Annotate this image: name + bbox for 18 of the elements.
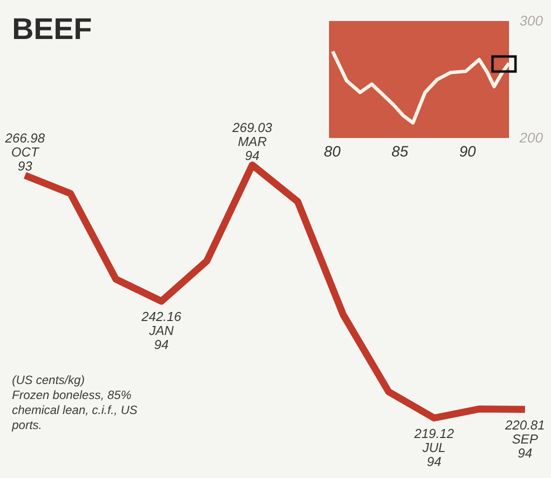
data-label: 219.12 xyxy=(413,426,455,441)
x-tick-label: JAN 94 xyxy=(148,323,174,352)
chart-title: BEEF xyxy=(12,13,92,46)
data-label: 269.03 xyxy=(231,120,273,135)
data-label: 220.81 xyxy=(504,417,545,432)
y-tick-label: 300 xyxy=(520,12,544,28)
x-tick-label: 90 xyxy=(459,144,477,160)
annotation: (US cents/kg) xyxy=(12,373,85,387)
x-tick-label: 80 xyxy=(324,144,342,160)
x-tick-label: 85 xyxy=(392,144,409,160)
x-tick-label: SEP 94 xyxy=(512,431,538,460)
data-label: 242.16 xyxy=(140,309,182,324)
x-tick-label: OCT 93 xyxy=(11,144,40,174)
data-label: 266.98 xyxy=(4,130,46,146)
x-tick-label: MAR 94 xyxy=(238,134,267,163)
x-tick-label: JUL 94 xyxy=(422,440,446,469)
annotation: Frozen boneless, 85% chemical lean, c.i.f., US ports. xyxy=(11,388,138,432)
y-tick-label: 200 xyxy=(518,130,544,146)
